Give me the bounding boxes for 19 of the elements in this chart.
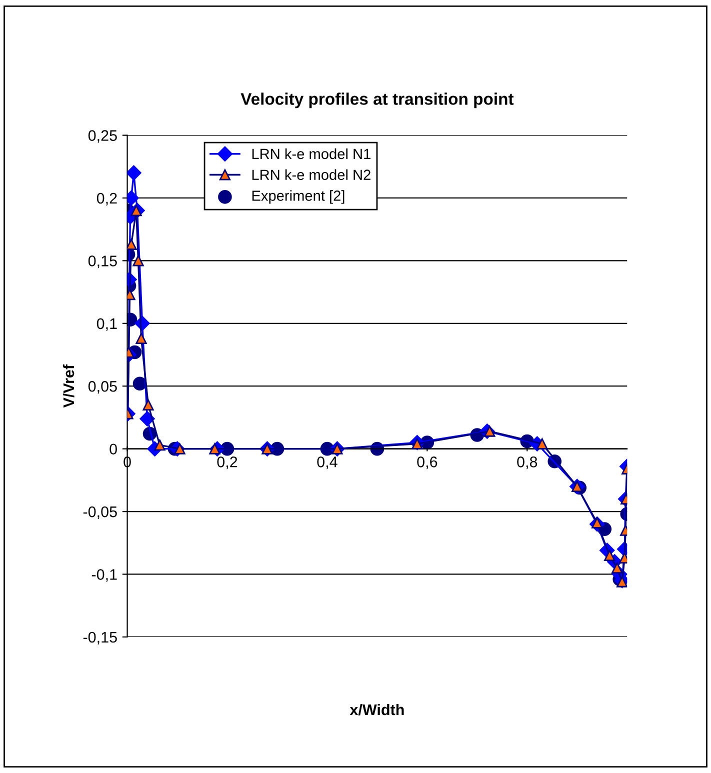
y-tick-label: 0,15 xyxy=(88,256,117,268)
y-tick-label: -0,15 xyxy=(83,632,117,644)
legend-label: LRN k-e model N1 xyxy=(252,148,370,160)
x-tick-label: 0,4 xyxy=(317,456,338,470)
x-tick-label: 0,6 xyxy=(417,456,438,470)
x-axis-title: x/Width xyxy=(350,704,404,716)
x-tick-label: 0,8 xyxy=(517,456,538,470)
y-axis-title: V/Vref xyxy=(62,364,74,408)
x-tick-label: 0,2 xyxy=(217,456,238,470)
y-tick-label: 0,1 xyxy=(96,318,117,331)
legend-label: LRN k-e model N2 xyxy=(252,169,370,180)
y-tick-label: 0,25 xyxy=(88,130,117,143)
y-tick-label: -0,1 xyxy=(92,569,117,582)
y-tick-label: 0,2 xyxy=(96,192,117,206)
y-tick-label: 0,05 xyxy=(88,380,117,394)
y-tick-label: 0 xyxy=(110,444,117,455)
chart-title: Velocity profiles at transition point xyxy=(240,92,514,108)
y-tick-label: -0,05 xyxy=(83,506,117,520)
legend-label: Experiment [2] xyxy=(252,190,344,204)
